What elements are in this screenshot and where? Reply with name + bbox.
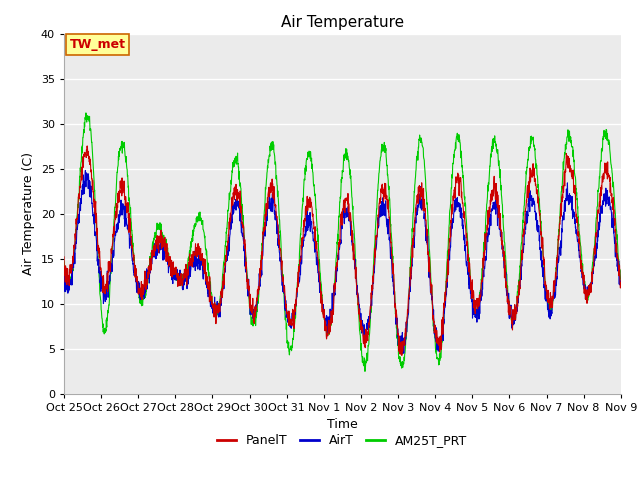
Legend: PanelT, AirT, AM25T_PRT: PanelT, AirT, AM25T_PRT [212,429,472,452]
AirT [584,289,591,295]
AirT [359,320,367,326]
PanelT [584,289,591,295]
AirT [505,290,513,296]
AM25T_PRT [60,259,68,264]
AM25T_PRT [359,354,367,360]
Text: TW_met: TW_met [70,38,125,51]
AM25T_PRT [82,110,90,116]
AM25T_PRT [584,295,591,300]
Title: Air Temperature: Air Temperature [281,15,404,30]
PanelT [617,280,625,286]
AirT [568,193,576,199]
AirT [216,311,223,317]
AirT [399,350,406,356]
PanelT [60,254,68,260]
AirT [81,168,89,173]
AM25T_PRT [371,236,379,241]
AM25T_PRT [361,369,369,374]
PanelT [371,252,379,258]
AM25T_PRT [505,293,513,299]
AM25T_PRT [568,144,576,150]
AirT [60,273,68,278]
Line: PanelT: PanelT [64,146,621,355]
Line: AM25T_PRT: AM25T_PRT [64,113,621,372]
PanelT [83,143,91,149]
PanelT [359,324,367,330]
PanelT [568,175,576,180]
AM25T_PRT [216,299,223,305]
AM25T_PRT [617,277,625,283]
AirT [371,260,379,266]
Line: AirT: AirT [64,170,621,353]
AirT [617,284,625,290]
PanelT [398,352,406,358]
Y-axis label: Air Temperature (C): Air Temperature (C) [22,152,35,275]
X-axis label: Time: Time [327,418,358,431]
PanelT [505,306,513,312]
PanelT [216,305,223,311]
